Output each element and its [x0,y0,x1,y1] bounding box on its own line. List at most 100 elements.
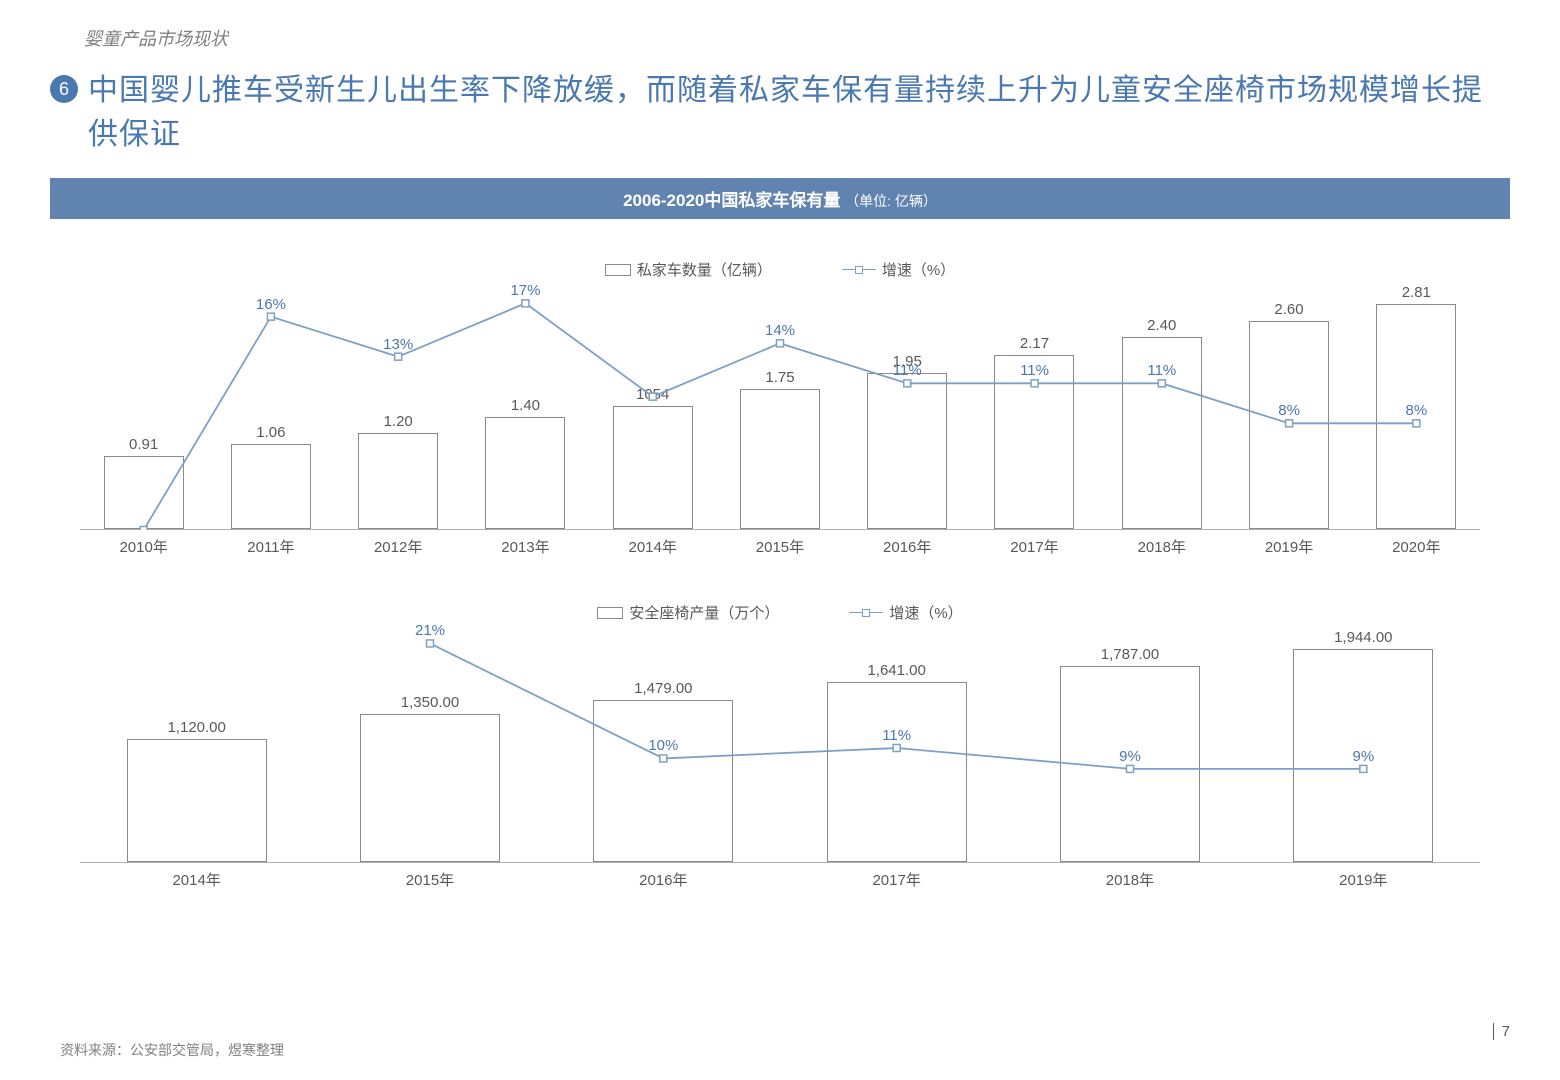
x-tick: 2010年 [80,536,207,557]
bar [104,456,184,529]
legend-item-bar: 私家车数量（亿辆） [605,259,772,280]
bar-slot: 1.06 [207,424,334,529]
x-tick: 2020年 [1353,536,1480,557]
growth-label: 16% [256,296,286,313]
bar [740,389,820,529]
growth-label: 11% [882,727,911,744]
bar-value-label: 1,787.00 [1101,646,1159,663]
x-tick: 2012年 [335,536,462,557]
bar-value-label: 1,641.00 [867,662,925,679]
growth-label: 14% [765,322,795,339]
growth-label: 8% [1406,402,1428,419]
chart1-legend: 私家车数量（亿辆） 增速（%） [80,259,1480,280]
bar-slot: 1,350.00 [313,694,546,862]
chart2-xaxis: 2014年2015年2016年2017年2018年2019年 [80,869,1480,890]
x-tick: 2019年 [1247,869,1480,890]
x-tick: 2018年 [1098,536,1225,557]
growth-label: 9% [1119,748,1141,765]
x-tick: 2016年 [547,869,780,890]
bar [358,433,438,529]
x-tick: 2017年 [780,869,1013,890]
bar-value-label: 1.75 [765,369,794,386]
bar-value-label: 1,944.00 [1334,629,1392,646]
chart2-legend: 安全座椅产量（万个） 增速（%） [50,602,1510,623]
bar-slot: 1,479.00 [547,680,780,862]
bar-value-label: 1,350.00 [401,694,459,711]
bar-value-label: 1054 [636,386,669,403]
bar-slot: 1054 [589,386,716,529]
bar [360,714,500,862]
bar-value-label: 1,120.00 [167,719,225,736]
bullet-badge: 6 [50,75,78,103]
bar-value-label: 2.81 [1402,284,1431,301]
chart2: 1,120.00 1,350.00 1,479.00 1,641.00 1,787.00… [80,633,1480,890]
legend-bar-swatch [597,607,623,619]
x-tick: 2016年 [844,536,971,557]
x-tick: 2014年 [80,869,313,890]
bar-slot: 1.75 [716,369,843,529]
growth-label: 9% [1352,748,1374,765]
bar [485,417,565,529]
x-tick: 2014年 [589,536,716,557]
x-tick: 2011年 [207,536,334,557]
legend-bar-label: 私家车数量（亿辆） [637,259,772,280]
bar-value-label: 2.40 [1147,317,1176,334]
x-tick: 2017年 [971,536,1098,557]
legend-item-bar: 安全座椅产量（万个） [597,602,779,623]
bar-value-label: 1.40 [511,397,540,414]
bar [1249,321,1329,529]
bar [231,444,311,529]
bar [613,406,693,529]
main-title: 中国婴儿推车受新生儿出生率下降放缓，而随着私家车保有量持续上升为儿童安全座椅市场… [88,69,1510,156]
source-text: 资料来源：公安部交管局，煜寒整理 [60,1040,284,1060]
bar-slot: 1,641.00 [780,662,1013,862]
bar-value-label: 2.60 [1274,301,1303,318]
title-row: 6 中国婴儿推车受新生儿出生率下降放缓，而随着私家车保有量持续上升为儿童安全座椅… [50,69,1510,156]
bar-slot: 0.91 [80,436,207,529]
growth-label: 11% [893,362,922,379]
legend-line-label: 增速（%） [889,602,962,623]
legend-line-swatch [849,612,883,613]
chart1-xaxis: 2010年2011年2012年2013年2014年2015年2016年2017年… [80,536,1480,557]
bar-slot: 2.40 [1098,317,1225,529]
x-tick: 2013年 [462,536,589,557]
growth-label: 11% [1020,362,1049,379]
bar [127,739,267,862]
bar-value-label: 2.17 [1020,335,1049,352]
bar [867,373,947,529]
growth-label: 17% [510,282,540,299]
breadcrumb: 婴童产品市场现状 [84,25,1510,51]
bar-value-label: 1.20 [384,413,413,430]
bar-slot: 1,120.00 [80,719,313,862]
banner-title: 2006-2020中国私家车保有量 [623,191,840,210]
chart1-plot: 0.91 1.06 1.20 1.40 1054 1.75 1.95 2.17 2.40 2.60… [80,290,1480,530]
bar-slot: 1,944.00 [1247,629,1480,862]
bar-slot: 1.95 [844,353,971,529]
banner-unit: （单位: 亿辆） [845,193,937,209]
bar [994,355,1074,529]
bar-value-label: 1,479.00 [634,680,692,697]
legend-item-line: 增速（%） [849,602,962,623]
bar-slot: 1.20 [335,413,462,529]
growth-label: 8% [1278,402,1300,419]
page-number: 7 [1493,1023,1510,1040]
growth-label: 21% [415,622,445,639]
bar-value-label: 1.06 [256,424,285,441]
bar-slot: 1.40 [462,397,589,529]
growth-label: 13% [383,336,413,353]
legend-bar-label: 安全座椅产量（万个） [629,602,779,623]
bar [593,700,733,862]
x-tick: 2019年 [1225,536,1352,557]
bar [827,682,967,862]
chart1: 私家车数量（亿辆） 增速（%） 0.91 1.06 1.20 1.40 1054 1.75… [80,259,1480,557]
legend-bar-swatch [605,264,631,276]
x-tick: 2015年 [716,536,843,557]
chart2-plot: 1,120.00 1,350.00 1,479.00 1,641.00 1,787.00… [80,633,1480,863]
growth-label: 11% [1147,362,1176,379]
x-tick: 2015年 [313,869,546,890]
x-tick: 2018年 [1013,869,1246,890]
legend-item-line: 增速（%） [842,259,955,280]
chart-banner: 2006-2020中国私家车保有量 （单位: 亿辆） [50,178,1510,219]
bar-value-label: 0.91 [129,436,158,453]
legend-line-swatch [842,269,876,270]
